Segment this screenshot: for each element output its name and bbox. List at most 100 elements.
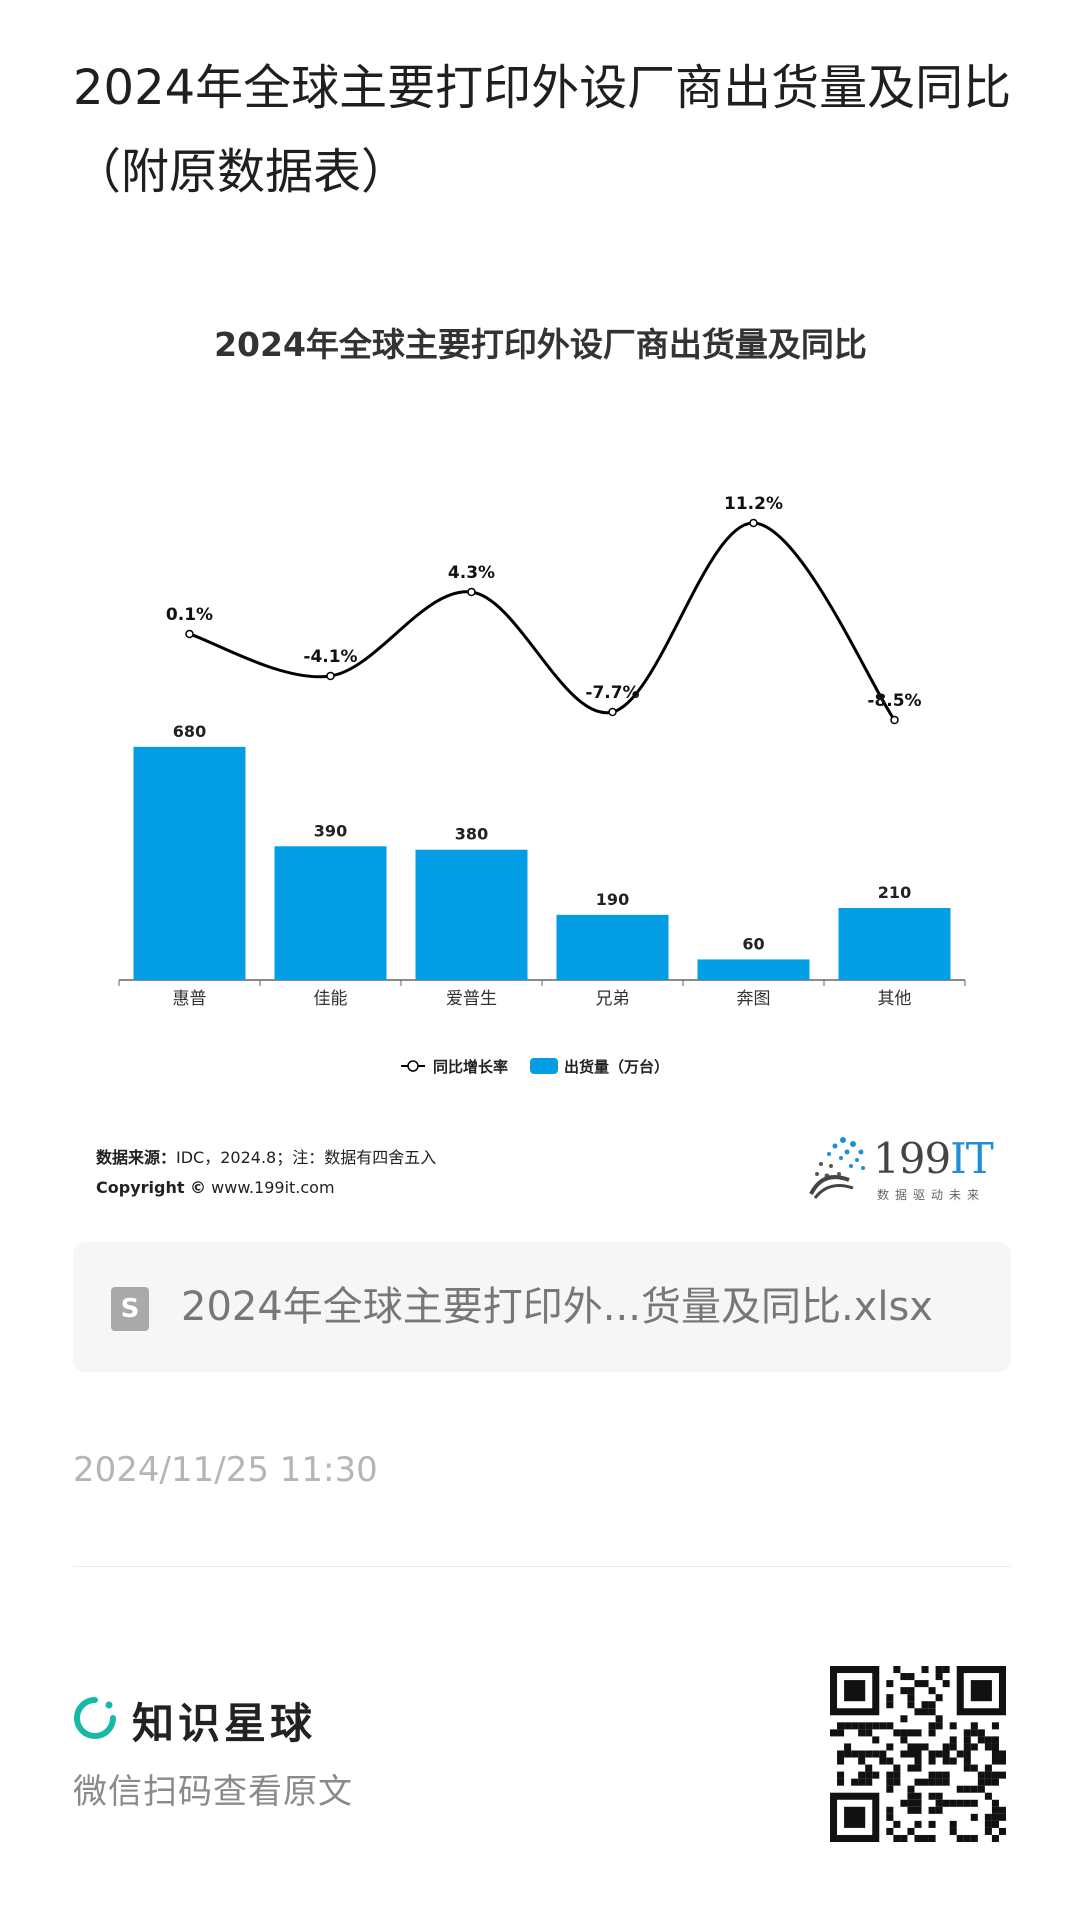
qr-module bbox=[907, 1673, 915, 1681]
qr-module bbox=[914, 1792, 922, 1800]
qr-module bbox=[865, 1764, 873, 1772]
line-label-4: 11.2% bbox=[724, 494, 783, 514]
qr-module bbox=[935, 1799, 943, 1807]
qr-module bbox=[928, 1771, 936, 1779]
qr-module bbox=[928, 1834, 936, 1842]
qr-module bbox=[984, 1743, 992, 1751]
bar-label-2: 380 bbox=[455, 825, 488, 844]
qr-module bbox=[998, 1813, 1006, 1821]
x-tick-label-0: 惠普 bbox=[173, 989, 207, 1009]
qr-module bbox=[928, 1806, 936, 1814]
qr-module bbox=[907, 1750, 915, 1758]
qr-module bbox=[851, 1750, 859, 1758]
qr-module bbox=[921, 1778, 929, 1786]
qr-module bbox=[886, 1771, 894, 1779]
line-label-5: -8.5% bbox=[867, 691, 921, 711]
qr-module bbox=[907, 1792, 915, 1800]
qr-module bbox=[928, 1722, 936, 1730]
legend-bar-label: 出货量（万台） bbox=[564, 1058, 669, 1076]
qr-module bbox=[900, 1687, 908, 1695]
qr-module bbox=[991, 1757, 999, 1765]
qr-module bbox=[998, 1771, 1006, 1779]
qr-module bbox=[991, 1743, 999, 1751]
qr-module bbox=[949, 1820, 957, 1828]
x-tick-label-2: 爱普生 bbox=[446, 989, 497, 1009]
qr-module bbox=[949, 1799, 957, 1807]
copyright-url: www.199it.com bbox=[211, 1178, 335, 1197]
qr-module bbox=[970, 1834, 978, 1842]
qr-module bbox=[865, 1729, 873, 1737]
qr-module bbox=[900, 1715, 908, 1723]
qr-module bbox=[935, 1673, 943, 1681]
qr-module bbox=[879, 1757, 887, 1765]
qr-module bbox=[942, 1666, 950, 1674]
qr-module bbox=[865, 1778, 873, 1786]
brand-name: 知识星球 bbox=[132, 1699, 317, 1748]
qr-module bbox=[984, 1792, 992, 1800]
timestamp: 2024/11/25 11:30 bbox=[73, 1450, 378, 1490]
legend-line-label: 同比增长率 bbox=[433, 1058, 508, 1076]
qr-module bbox=[977, 1736, 985, 1744]
qr-module bbox=[991, 1799, 999, 1807]
qr-module bbox=[970, 1764, 978, 1772]
qr-module bbox=[893, 1764, 901, 1772]
divider bbox=[73, 1566, 1011, 1567]
qr-module bbox=[949, 1743, 957, 1751]
qr-module bbox=[844, 1806, 866, 1828]
qr-module bbox=[886, 1757, 894, 1765]
x-tick-label-4: 奔图 bbox=[737, 989, 771, 1009]
attachment-file-name[interactable]: 2024年全球主要打印外...货量及同比.xlsx bbox=[181, 1284, 933, 1330]
qr-module bbox=[893, 1729, 901, 1737]
qr-module bbox=[907, 1701, 915, 1709]
source-label: 数据来源： bbox=[96, 1148, 177, 1167]
qr-module bbox=[886, 1785, 894, 1793]
qr-module bbox=[858, 1778, 866, 1786]
qr-module bbox=[830, 1729, 838, 1737]
qr-module bbox=[921, 1666, 929, 1674]
qr-module bbox=[998, 1750, 1006, 1758]
bar-3 bbox=[556, 914, 669, 980]
qr-module bbox=[837, 1729, 845, 1737]
page-title: 2024年全球主要打印外设厂商出货量及同比（附原数据表） bbox=[73, 60, 1012, 200]
brand-subtitle: 微信扫码查看原文 bbox=[73, 1772, 353, 1812]
qr-module bbox=[914, 1799, 922, 1807]
qr-module bbox=[900, 1729, 908, 1737]
x-tick-label-3: 兄弟 bbox=[596, 989, 630, 1009]
qr-module bbox=[991, 1771, 999, 1779]
qr-module bbox=[970, 1799, 978, 1807]
attachment-card[interactable]: S 2024年全球主要打印外...货量及同比.xlsx bbox=[73, 1242, 1011, 1372]
qr-module bbox=[942, 1743, 950, 1751]
qr-code[interactable] bbox=[830, 1666, 1006, 1842]
qr-module bbox=[886, 1701, 894, 1709]
qr-module bbox=[858, 1771, 866, 1779]
qr-module bbox=[837, 1750, 845, 1758]
qr-module bbox=[963, 1785, 971, 1793]
qr-module bbox=[893, 1778, 901, 1786]
x-tick-label-1: 佳能 bbox=[314, 989, 348, 1009]
qr-module bbox=[844, 1743, 852, 1751]
qr-module bbox=[928, 1792, 936, 1800]
qr-module bbox=[914, 1820, 922, 1828]
qr-module bbox=[942, 1680, 950, 1688]
qr-module bbox=[872, 1736, 880, 1744]
qr-module bbox=[984, 1736, 992, 1744]
qr-module bbox=[844, 1750, 852, 1758]
growth-rate-line bbox=[189, 521, 896, 721]
qr-module bbox=[963, 1750, 971, 1758]
qr-module bbox=[858, 1729, 866, 1737]
qr-module bbox=[837, 1778, 845, 1786]
logo-text: 199IT bbox=[873, 1134, 994, 1183]
x-tick-label-5: 其他 bbox=[878, 989, 912, 1009]
qr-module bbox=[984, 1764, 992, 1772]
qr-module bbox=[991, 1820, 999, 1828]
qr-module bbox=[914, 1757, 922, 1765]
qr-module bbox=[963, 1736, 971, 1744]
qr-module bbox=[998, 1827, 1006, 1835]
qr-module bbox=[900, 1834, 908, 1842]
qr-module bbox=[928, 1701, 936, 1709]
qr-module bbox=[963, 1743, 971, 1751]
qr-module bbox=[886, 1722, 894, 1730]
line-point-1 bbox=[326, 671, 335, 681]
qr-module bbox=[970, 1785, 978, 1793]
199it-logo: 199IT 数据驱动未来 bbox=[803, 1130, 1003, 1210]
